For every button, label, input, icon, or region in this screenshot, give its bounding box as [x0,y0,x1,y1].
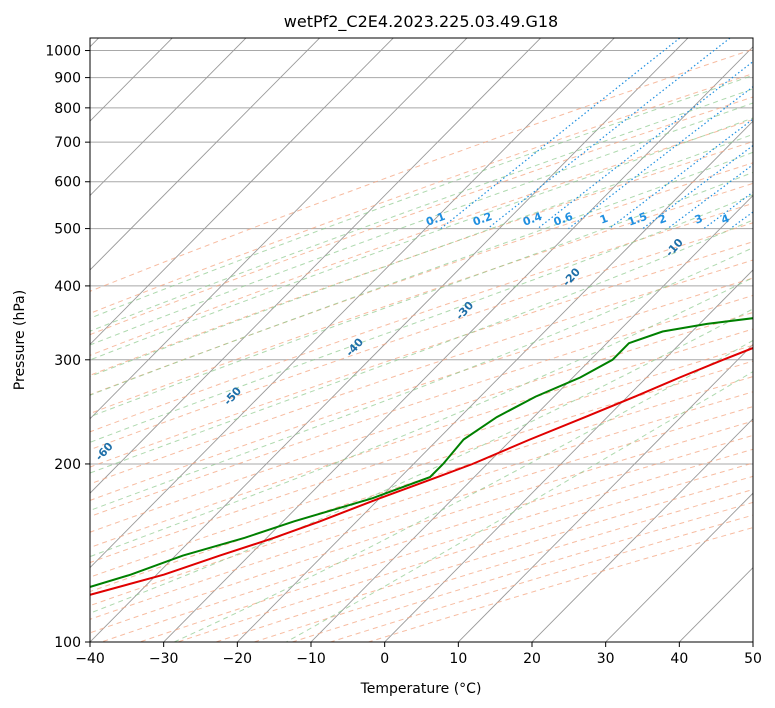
y-tick-label: 1000 [45,44,81,60]
mixing-ratio-line [642,144,753,230]
y-axis-label: Pressure (hPa) [12,290,28,390]
mixing-ratio-line [769,36,775,229]
mixing-ratio-label: 4 [719,212,731,227]
frost-point-label: -60 [93,440,116,464]
mixing-ratio-label: 0.2 [471,210,494,229]
dry-adiabat-line [90,73,753,314]
dry-adiabat-line [90,141,753,376]
dry-adiabat-line [90,328,753,549]
y-tick-label: 200 [54,457,81,473]
isotherm-line [236,120,753,642]
dry-adiabat-line [90,391,753,607]
y-tick-label: 400 [54,279,81,295]
isotherm-line [310,194,753,642]
dry-adiabat-line [90,119,753,356]
y-tick-label: 900 [54,71,81,87]
dry-adiabat-line [90,222,753,451]
mixing-ratio-line [537,60,753,230]
mixing-ratio-label: 3 [693,212,705,227]
moist-adiabat-line [90,194,753,443]
isotherm-line [384,269,753,642]
dry-adiabat-line [90,360,753,578]
x-tick-label: 10 [449,651,467,667]
y-tick-label: 700 [54,135,81,151]
dry-adiabat-line [90,311,753,533]
x-tick-label: −10 [296,651,326,667]
moist-adiabat-line [90,151,753,396]
moist-adiabat-line [172,339,753,642]
isotherm-line [605,492,753,642]
isotherm-line [457,343,753,642]
dry-adiabat-line [90,294,753,518]
moist-adiabat-line [285,371,753,642]
moist-adiabat-line [90,277,753,558]
mixing-ratio-label: 2 [657,212,669,227]
y-tick-label: 300 [54,353,81,369]
isotherm-line [90,38,689,642]
x-tick-label: −40 [75,651,105,667]
isotherm-line [678,566,753,642]
isotherm-line [531,418,753,642]
moist-adiabat-line [90,133,753,377]
mixing-ratio-label: 1 [598,212,610,227]
x-tick-label: −20 [223,651,253,667]
y-tick-label: 800 [54,101,81,117]
dry-adiabat-line [330,514,753,642]
isotherm-line [90,38,394,345]
dry-adiabat-line [90,48,753,292]
mixing-ratio-label: 1.5 [626,210,649,229]
x-tick-label: −30 [149,651,179,667]
mixing-ratio-label: 0.4 [521,210,544,229]
y-tick-label: 100 [54,635,81,651]
dry-adiabat-line [90,259,753,485]
dry-adiabat-line [90,182,753,415]
isotherm-line [90,38,542,494]
frost-point-label: -20 [560,265,583,289]
mixing-ratio-line [487,38,731,230]
moist-adiabat-label: 10 [768,163,775,183]
frost-point-label: -50 [221,384,244,408]
dry-adiabat-line [90,96,753,336]
isotherm-line [90,38,321,271]
dewpoint-profile-line [90,317,753,588]
isotherm-line [90,38,615,569]
x-tick-label: 0 [380,651,389,667]
mixing-ratio-label: 0.1 [424,210,447,229]
x-tick-label: 30 [597,651,615,667]
dry-adiabat-line [292,501,753,642]
isotherm-line [90,38,468,420]
mixing-ratio-line [667,163,753,230]
dry-adiabat-line [90,277,753,501]
dry-adiabat-line [90,202,753,433]
x-axis-label: Temperature (°C) [360,681,482,697]
isotherm-line [752,641,753,642]
mixing-ratio-line [568,85,753,230]
moist-adiabat-line [90,88,753,332]
moist-adiabat-line [90,171,753,418]
y-tick-label: 600 [54,175,81,191]
dry-adiabat-line [90,376,753,593]
isotherm-line [90,38,247,197]
chart-title: wetPf2_C2E4.2023.225.03.49.G18 [284,12,558,32]
dry-adiabat-line [90,162,753,396]
dry-adiabat-line [90,344,753,564]
mixing-ratio-label: 6 [758,212,770,227]
dry-adiabat-line [368,527,753,642]
x-tick-label: 20 [523,651,541,667]
y-tick-label: 500 [54,222,81,238]
axes: −40 −30 −20 −10 0 10 20 30 40 50 100 200 300 400 500 60… [45,44,762,667]
mixing-ratio-label: 0.6 [552,210,575,229]
moist-adiabat-line [90,219,753,474]
mixing-ratio-line [608,118,753,230]
plot-area: 0.10.20.40.611.52346810131620253036-100-… [90,36,775,642]
plot-frame [89,37,754,643]
dry-adiabat-line [90,241,753,468]
temperature-profile-line [90,346,753,596]
x-tick-label: 40 [670,651,688,667]
moist-adiabat-line [90,74,753,319]
x-tick-label: 50 [744,651,762,667]
